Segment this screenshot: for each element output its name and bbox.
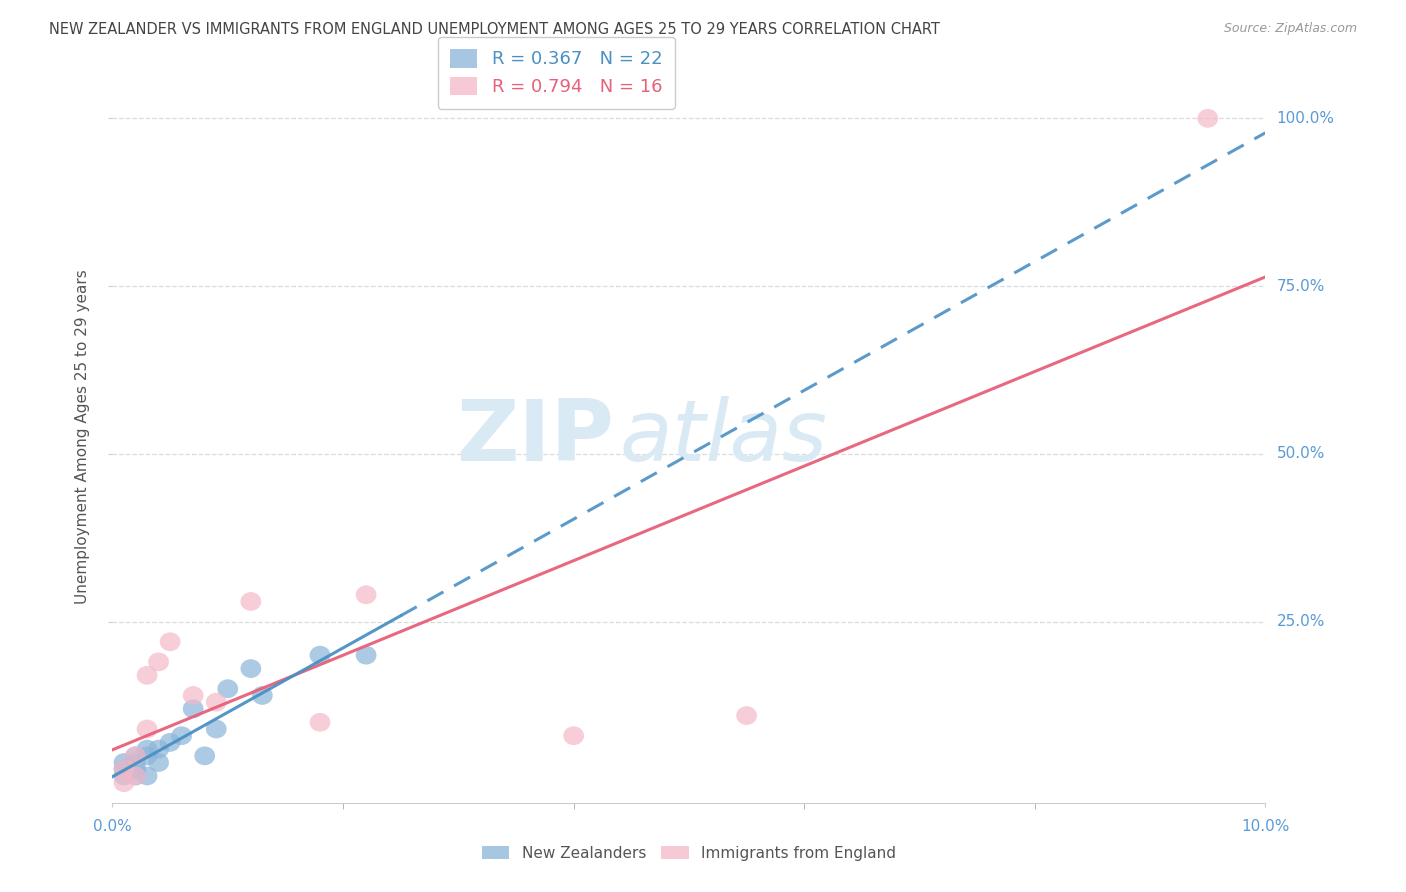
Ellipse shape xyxy=(136,739,157,758)
Ellipse shape xyxy=(136,766,157,785)
Text: 100.0%: 100.0% xyxy=(1277,111,1334,126)
Ellipse shape xyxy=(125,747,146,765)
Text: 50.0%: 50.0% xyxy=(1277,446,1324,461)
Ellipse shape xyxy=(1198,109,1218,128)
Ellipse shape xyxy=(205,693,226,712)
Text: Source: ZipAtlas.com: Source: ZipAtlas.com xyxy=(1223,22,1357,36)
Ellipse shape xyxy=(136,666,157,685)
Text: 0.0%: 0.0% xyxy=(93,819,132,834)
Ellipse shape xyxy=(114,753,135,772)
Ellipse shape xyxy=(218,680,238,698)
Text: NEW ZEALANDER VS IMMIGRANTS FROM ENGLAND UNEMPLOYMENT AMONG AGES 25 TO 29 YEARS : NEW ZEALANDER VS IMMIGRANTS FROM ENGLAND… xyxy=(49,22,941,37)
Ellipse shape xyxy=(148,753,169,772)
Ellipse shape xyxy=(240,659,262,678)
Legend: New Zealanders, Immigrants from England: New Zealanders, Immigrants from England xyxy=(474,838,904,868)
Text: 10.0%: 10.0% xyxy=(1241,819,1289,834)
Y-axis label: Unemployment Among Ages 25 to 29 years: Unemployment Among Ages 25 to 29 years xyxy=(75,269,90,605)
Ellipse shape xyxy=(240,592,262,611)
Ellipse shape xyxy=(205,720,226,739)
Ellipse shape xyxy=(148,652,169,672)
Text: 25.0%: 25.0% xyxy=(1277,614,1324,629)
Ellipse shape xyxy=(183,699,204,718)
Ellipse shape xyxy=(125,760,146,779)
Ellipse shape xyxy=(160,632,180,651)
Ellipse shape xyxy=(136,747,157,765)
Text: 75.0%: 75.0% xyxy=(1277,278,1324,293)
Ellipse shape xyxy=(252,686,273,705)
Ellipse shape xyxy=(114,766,135,785)
Ellipse shape xyxy=(183,686,204,705)
Ellipse shape xyxy=(356,585,377,604)
Ellipse shape xyxy=(114,760,135,779)
Ellipse shape xyxy=(125,766,146,785)
Text: ZIP: ZIP xyxy=(457,395,614,479)
Text: atlas: atlas xyxy=(620,395,828,479)
Ellipse shape xyxy=(136,720,157,739)
Ellipse shape xyxy=(148,739,169,758)
Ellipse shape xyxy=(114,760,135,779)
Ellipse shape xyxy=(309,713,330,731)
Ellipse shape xyxy=(125,766,146,785)
Ellipse shape xyxy=(356,646,377,665)
Ellipse shape xyxy=(125,747,146,765)
Ellipse shape xyxy=(194,747,215,765)
Ellipse shape xyxy=(309,646,330,665)
Ellipse shape xyxy=(737,706,756,725)
Ellipse shape xyxy=(172,726,193,745)
Ellipse shape xyxy=(160,733,180,752)
Ellipse shape xyxy=(114,773,135,792)
Ellipse shape xyxy=(125,753,146,772)
Ellipse shape xyxy=(564,726,583,745)
